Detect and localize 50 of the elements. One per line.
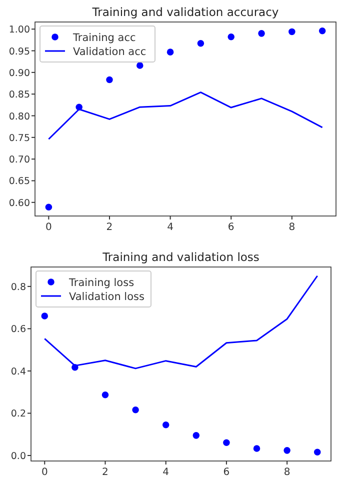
point <box>228 34 234 40</box>
point <box>318 27 326 34</box>
point <box>197 40 204 47</box>
y-tick-label: 0.90 <box>8 68 30 79</box>
x-tick-label: 4 <box>167 222 174 233</box>
point <box>192 432 200 439</box>
y-tick-label: 0.0 <box>10 451 26 462</box>
legend-label: Training acc <box>72 32 136 44</box>
x-tick-label: 6 <box>223 467 230 478</box>
line-series <box>44 275 318 370</box>
x-tick-label: 0 <box>45 222 52 233</box>
y-tick-label: 0.60 <box>8 198 30 209</box>
y-tick-label: 0.80 <box>8 111 30 122</box>
point <box>136 62 144 69</box>
y-tick-label: 0.75 <box>8 132 30 144</box>
point <box>253 445 260 452</box>
y-tick-label: 0.6 <box>10 324 26 336</box>
chart-title: Training and validation loss <box>102 250 260 264</box>
legend-label: Validation loss <box>69 291 144 303</box>
y-tick-label: 0.70 <box>8 154 30 166</box>
point <box>41 312 48 320</box>
x-tick-label: 4 <box>162 467 170 478</box>
legend-label: Training loss <box>68 277 134 289</box>
legend-label: Validation acc <box>73 46 146 58</box>
y-tick-label: 0.4 <box>10 366 26 378</box>
point <box>284 447 290 454</box>
x-tick-label: 6 <box>228 222 234 233</box>
line-series <box>48 92 324 140</box>
point <box>162 421 170 428</box>
y-tick-label: 0.8 <box>10 282 26 293</box>
point <box>102 391 109 398</box>
x-tick-label: 8 <box>284 467 290 478</box>
point <box>106 76 113 84</box>
point <box>223 439 230 446</box>
y-tick-label: 1.00 <box>8 24 30 36</box>
x-tick-label: 2 <box>102 467 108 478</box>
y-tick-label: 0.95 <box>8 46 30 58</box>
point <box>288 28 296 36</box>
chart-title: Training and validation accuracy <box>91 5 279 19</box>
point <box>166 48 174 56</box>
point <box>258 30 265 37</box>
x-tick-label: 8 <box>288 222 296 233</box>
y-tick-label: 0.65 <box>8 176 30 188</box>
x-tick-label: 2 <box>106 222 113 233</box>
y-tick-label: 0.85 <box>8 90 30 101</box>
x-tick-label: 0 <box>41 467 48 478</box>
point <box>132 406 139 414</box>
point <box>45 204 52 211</box>
point <box>314 448 321 456</box>
y-tick-label: 0.2 <box>10 408 26 420</box>
